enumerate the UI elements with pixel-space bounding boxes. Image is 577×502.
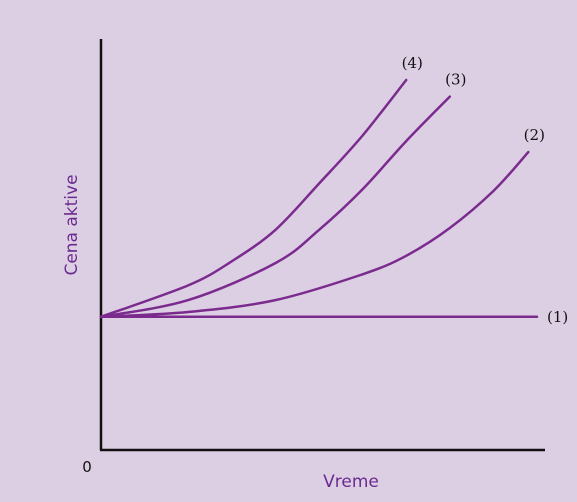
series-line-3 — [99, 95, 452, 319]
y-axis-title: Cena aktive — [62, 174, 82, 275]
series-label-3: (3) — [445, 71, 466, 89]
series-line-2 — [99, 150, 530, 319]
series-line-4 — [99, 78, 408, 319]
series-label-4: (4) — [402, 54, 423, 72]
x-axis-title: Vreme — [323, 472, 379, 492]
series-labels-group: (1) (2) (3) (4) — [402, 54, 569, 326]
series-group — [99, 78, 539, 319]
origin-label: 0 — [82, 458, 92, 476]
series-label-1: (1) — [547, 308, 568, 326]
series-label-2: (2) — [524, 126, 545, 144]
